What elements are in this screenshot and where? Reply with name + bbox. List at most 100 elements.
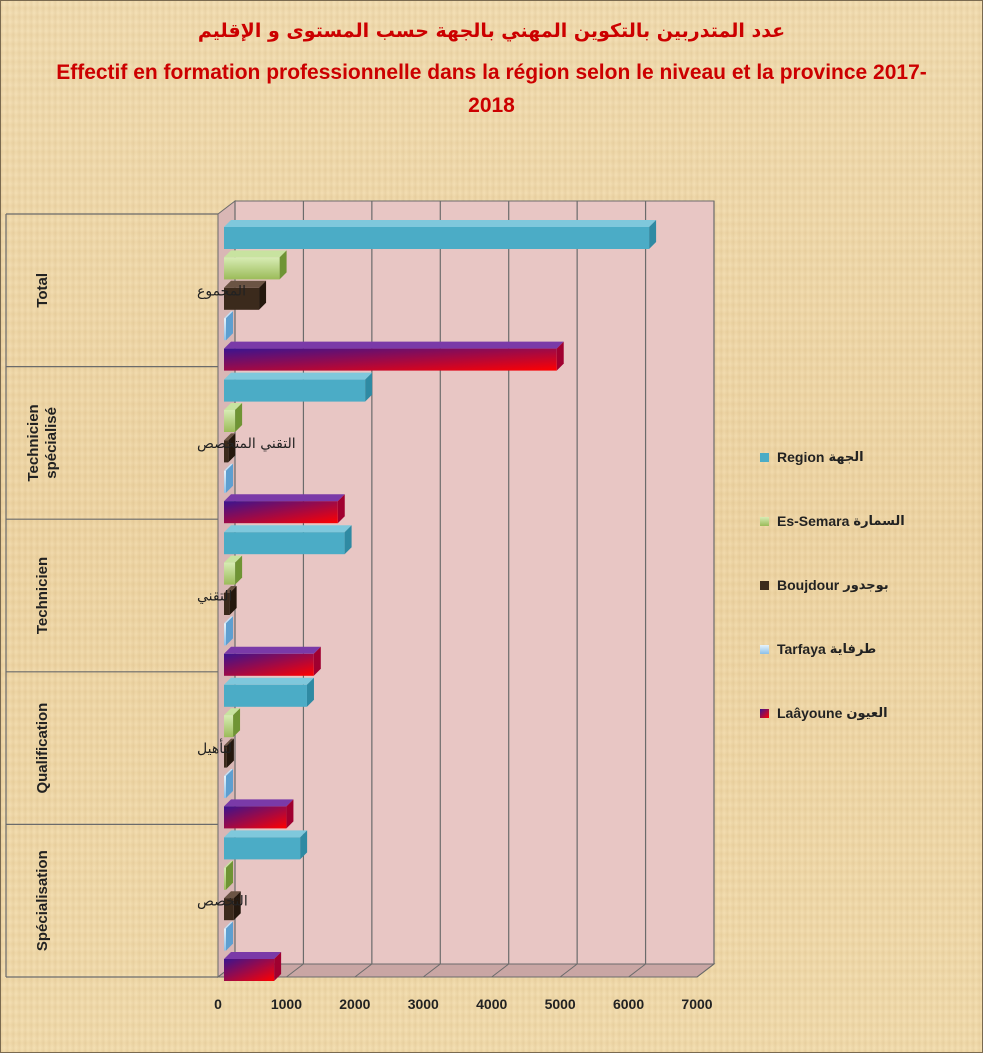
gridline-floor: [628, 963, 646, 978]
bar-side-boujdour: [226, 738, 234, 768]
plot-floor: [216, 963, 716, 978]
legend-label: Region: [777, 449, 825, 465]
bar-side-region: [344, 525, 352, 555]
gridline-floor: [559, 963, 578, 978]
bar-top-laayoune: [224, 952, 282, 959]
chart-title: Effectif en formation professionnelle da…: [56, 61, 927, 117]
bar-top-boujdour: [224, 738, 234, 746]
bar-side-laayoune: [274, 952, 282, 981]
gridline-floor: [696, 963, 715, 978]
bar-top-region: [224, 677, 314, 685]
gridline-floor: [491, 963, 510, 978]
x-tick-label: 0: [214, 996, 222, 1012]
legend-label: Tarfaya: [777, 641, 826, 657]
bar-top-laayoune: [224, 341, 564, 349]
bar-side-laayoune: [313, 646, 321, 676]
bar-top-region: [224, 220, 657, 227]
bar-top-es_semara: [224, 250, 287, 258]
legend-swatch: [760, 644, 769, 654]
bar-laayoune: [224, 806, 287, 829]
category-label-arabic: التخصص: [197, 894, 248, 910]
bar-side-region: [300, 830, 308, 860]
bar-region: [224, 532, 345, 555]
legend-swatch: [760, 708, 769, 718]
bar-top-es_semara: [224, 555, 243, 563]
x-tick-label: 2000: [339, 996, 370, 1012]
bar-region: [224, 837, 301, 860]
bar-top-boujdour: [224, 433, 236, 441]
category-level-label: Total: [34, 273, 51, 308]
bar-top-es_semara: [224, 708, 241, 716]
bar-laayoune: [224, 501, 338, 524]
category-label-arabic: المجموع: [197, 283, 246, 299]
bar-boujdour: [224, 593, 230, 615]
legend-label-arabic: الجهة: [828, 449, 864, 465]
bar-tarfaya: [224, 623, 226, 646]
legend-label: Laâyoune: [777, 705, 843, 721]
bar-side-region: [649, 220, 657, 249]
bar-top-tarfaya: [224, 616, 233, 624]
bar-side-boujdour: [259, 280, 267, 310]
bar-es_semara: [224, 562, 236, 585]
category-level-label: Technicien: [34, 557, 51, 634]
bar-region: [224, 227, 650, 249]
bar-laayoune: [224, 348, 557, 371]
bar-region: [224, 684, 307, 707]
bar-side-laayoune: [286, 799, 294, 829]
bar-side-boujdour: [228, 433, 236, 463]
x-tick-label: 6000: [613, 996, 644, 1012]
legend-label-arabic: طرفاية: [829, 641, 877, 657]
bar-top-boujdour: [224, 280, 267, 288]
legend-item-tarfaya: Tarfaya طرفاية: [760, 639, 876, 659]
chart-title-arabic: عدد المتدربين بالتكوين المهني بالجهة حسب…: [197, 20, 786, 42]
bar-top-laayoune: [224, 799, 294, 807]
bar-top-laayoune: [224, 494, 345, 502]
bar-laayoune: [224, 959, 275, 981]
bar-side-es_semara: [226, 860, 233, 890]
bar-tarfaya: [224, 470, 226, 493]
legend-label-arabic: بوجدور: [843, 577, 889, 593]
legend-label-arabic: السمارة: [853, 513, 905, 529]
category-label-arabic: التقني المتخصص: [197, 436, 296, 452]
bar-top-tarfaya: [224, 769, 233, 776]
legend-item-boujdour: Boujdour بوجدور: [760, 575, 889, 595]
bar-side-region: [306, 677, 314, 707]
bar-es_semara: [224, 867, 226, 890]
bar-side-laayoune: [556, 341, 564, 371]
bar-es_semara: [224, 410, 236, 432]
gridline-floor: [286, 963, 304, 978]
bar-side-es_semara: [235, 403, 243, 432]
bar-side-tarfaya: [226, 769, 233, 798]
bar-boujdour: [224, 440, 229, 463]
bar-side-es_semara: [235, 555, 243, 585]
bar-top-boujdour: [224, 586, 237, 593]
bar-top-tarfaya: [224, 921, 233, 929]
x-tick-label: 5000: [545, 996, 576, 1012]
bar-es_semara: [224, 257, 280, 280]
bar-region: [224, 379, 366, 402]
x-tick-label: 1000: [271, 996, 302, 1012]
bar-es_semara: [224, 715, 234, 738]
legend-swatch: [760, 516, 769, 526]
legend-swatch: [760, 452, 769, 462]
bar-top-es_semara: [224, 860, 233, 868]
category-label-arabic: لتأهيل: [197, 738, 232, 757]
gridline-floor: [354, 963, 373, 978]
legend-label: Boujdour: [777, 577, 840, 593]
bar-side-tarfaya: [226, 921, 233, 951]
bar-laayoune: [224, 653, 314, 676]
category-level-label: Qualification: [34, 703, 51, 794]
bar-side-region: [365, 372, 373, 402]
bar-top-laayoune: [224, 646, 321, 654]
bar-top-tarfaya: [224, 463, 233, 471]
bar-side-es_semara: [279, 250, 287, 280]
bar-side-laayoune: [337, 494, 345, 524]
bar-top-region: [224, 372, 373, 380]
bar-boujdour: [224, 287, 260, 310]
legend-item-laayoune: Laâyoune العيون: [760, 703, 888, 723]
bar-side-tarfaya: [226, 463, 233, 493]
bar-top-tarfaya: [224, 311, 233, 319]
category-level-label: Technicienspécialisé: [25, 404, 60, 481]
legend-label: Es-Semara: [777, 513, 850, 529]
